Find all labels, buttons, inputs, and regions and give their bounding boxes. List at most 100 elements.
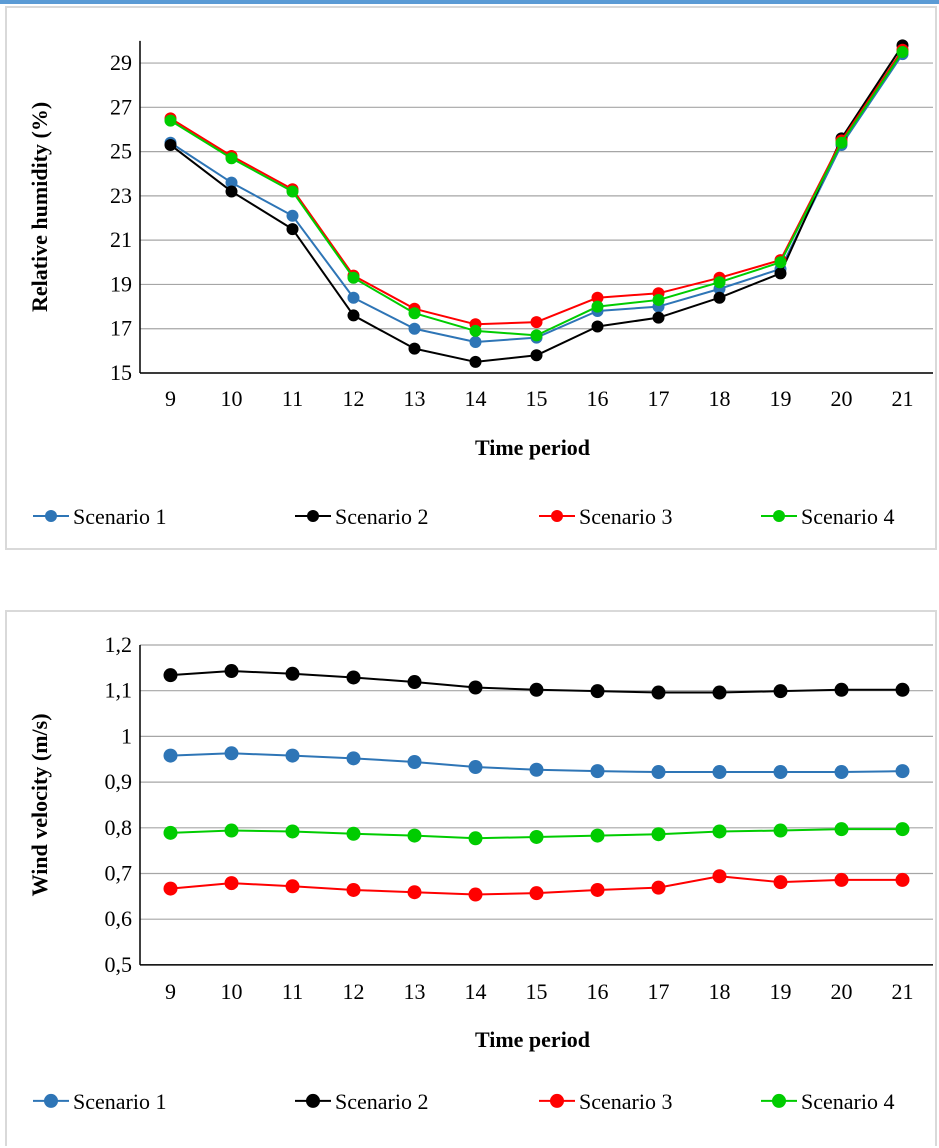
legend-label-scenario-4: Scenario 4 — [801, 1089, 894, 1114]
data-point-scenario-1 — [285, 748, 300, 763]
series-line-scenario-1 — [169, 53, 904, 344]
series-line-scenario-3 — [169, 49, 904, 326]
x-tick-label: 18 — [709, 386, 731, 411]
y-tick-label: 15 — [110, 360, 132, 385]
data-point-scenario-4 — [347, 271, 360, 284]
data-point-scenario-2 — [408, 342, 421, 355]
data-point-scenario-3 — [834, 872, 849, 887]
data-point-scenario-4 — [224, 823, 239, 838]
y-tick-label: 19 — [110, 271, 132, 296]
x-tick-label: 21 — [892, 979, 914, 1004]
data-point-scenario-2 — [895, 682, 910, 697]
data-point-scenario-2 — [346, 670, 361, 685]
data-point-scenario-2 — [286, 223, 299, 236]
data-point-scenario-4 — [529, 829, 544, 844]
legend-label-scenario-3: Scenario 3 — [579, 1089, 672, 1114]
series-line-scenario-2 — [169, 44, 904, 363]
data-point-scenario-3 — [590, 882, 605, 897]
y-tick-label: 17 — [110, 316, 132, 341]
data-point-scenario-4 — [407, 828, 422, 843]
legend-label-scenario-1: Scenario 1 — [73, 1089, 166, 1114]
data-point-scenario-2 — [285, 666, 300, 681]
legend-marker-scenario-2 — [307, 510, 319, 522]
data-point-scenario-1 — [834, 765, 849, 780]
y-tick-label: 0,8 — [105, 815, 133, 840]
data-point-scenario-1 — [468, 760, 483, 775]
data-point-scenario-4 — [591, 300, 604, 313]
data-point-scenario-2 — [163, 668, 178, 683]
data-point-scenario-4 — [468, 831, 483, 846]
data-point-scenario-2 — [225, 185, 238, 198]
x-tick-label: 9 — [165, 386, 176, 411]
data-point-scenario-4 — [713, 276, 726, 289]
data-point-scenario-2 — [469, 355, 482, 368]
x-tick-label: 14 — [465, 979, 487, 1004]
data-point-scenario-4 — [163, 825, 178, 840]
x-tick-label: 20 — [831, 979, 853, 1004]
legend-label-scenario-1: Scenario 1 — [73, 504, 166, 529]
data-point-scenario-3 — [591, 291, 604, 304]
x-axis-title: Time period — [475, 1027, 590, 1052]
legend-label-scenario-2: Scenario 2 — [335, 1089, 428, 1114]
data-point-scenario-1 — [224, 746, 239, 761]
y-tick-label: 23 — [110, 183, 132, 208]
x-tick-label: 16 — [587, 386, 609, 411]
x-tick-label: 20 — [831, 386, 853, 411]
legend-marker-scenario-1 — [45, 510, 57, 522]
y-tick-label: 0,6 — [105, 906, 133, 931]
x-tick-label: 9 — [165, 979, 176, 1004]
legend-label-scenario-3: Scenario 3 — [579, 504, 672, 529]
x-tick-label: 13 — [404, 979, 426, 1004]
data-point-scenario-4 — [346, 826, 361, 841]
y-tick-label: 0,9 — [105, 769, 133, 794]
data-point-scenario-2 — [834, 682, 849, 697]
data-point-scenario-4 — [530, 329, 543, 342]
top-accent-line — [0, 0, 939, 4]
data-point-scenario-1 — [529, 762, 544, 777]
legend-marker-scenario-3 — [550, 1093, 564, 1108]
y-axis-title: Wind velocity (m/s) — [27, 713, 52, 896]
data-point-scenario-1 — [469, 336, 482, 349]
y-tick-label: 25 — [110, 139, 132, 164]
legend-marker-scenario-3 — [551, 510, 563, 522]
data-point-scenario-1 — [347, 291, 360, 304]
x-tick-label: 12 — [343, 386, 365, 411]
data-point-scenario-3 — [468, 887, 483, 902]
data-point-scenario-2 — [468, 680, 483, 695]
wind-velocity-chart-panel: 0,5 0,6 0,7 0,8 0,9 1 1,1 1,2 9 10 11 12 13 14 15 16 17 1… — [5, 610, 937, 1146]
data-point-scenario-2 — [713, 291, 726, 304]
data-point-scenario-1 — [773, 765, 788, 780]
x-tick-label: 10 — [221, 979, 243, 1004]
humidity-chart-panel: 15 17 19 21 23 25 27 29 9 10 11 12 13 14 15 16 17 18 19 20 2… — [5, 6, 937, 550]
x-tick-label: 15 — [526, 979, 548, 1004]
data-point-scenario-4 — [285, 824, 300, 839]
data-point-scenario-4 — [773, 823, 788, 838]
y-tick-label: 1,2 — [105, 632, 133, 657]
legend-marker-scenario-1 — [44, 1093, 58, 1108]
y-tick-label: 29 — [110, 50, 132, 75]
legend-label-scenario-2: Scenario 2 — [335, 504, 428, 529]
legend-marker-scenario-2 — [306, 1093, 320, 1108]
series-line-scenario-4 — [169, 51, 904, 337]
data-point-scenario-4 — [590, 828, 605, 843]
data-point-scenario-4 — [164, 114, 177, 127]
data-point-scenario-2 — [347, 309, 360, 322]
data-point-scenario-1 — [712, 765, 727, 780]
data-point-scenario-1 — [163, 748, 178, 763]
data-point-scenario-4 — [652, 293, 665, 306]
legend-label-scenario-4: Scenario 4 — [801, 504, 894, 529]
data-point-scenario-4 — [896, 45, 909, 58]
data-point-scenario-1 — [286, 209, 299, 222]
data-point-scenario-3 — [285, 879, 300, 894]
data-point-scenario-4 — [286, 185, 299, 198]
x-tick-label: 21 — [892, 386, 914, 411]
x-tick-label: 11 — [282, 386, 303, 411]
data-point-scenario-3 — [773, 875, 788, 890]
data-point-scenario-3 — [224, 876, 239, 891]
legend-marker-scenario-4 — [772, 1093, 786, 1108]
data-point-scenario-1 — [590, 764, 605, 779]
data-point-scenario-3 — [529, 886, 544, 901]
data-point-scenario-3 — [530, 316, 543, 329]
x-tick-label: 18 — [709, 979, 731, 1004]
x-tick-label: 19 — [770, 386, 792, 411]
